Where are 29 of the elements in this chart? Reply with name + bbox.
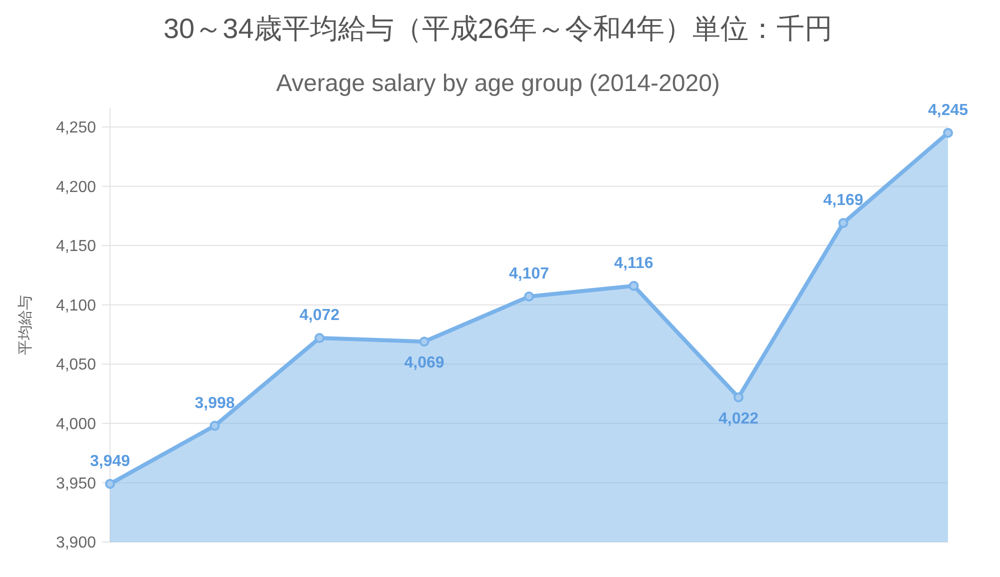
data-label: 4,116: [614, 254, 654, 272]
point: [838, 218, 848, 228]
data-label: 4,245: [928, 102, 968, 119]
data-label: 4,022: [718, 410, 759, 428]
y-tick-label: 4,050: [56, 356, 96, 374]
chart-subtitle: Average salary by age group (2014-2020): [276, 70, 720, 97]
data-label: 4,069: [404, 354, 444, 372]
y-tick-label: 4,000: [56, 416, 96, 434]
point: [628, 280, 639, 291]
point: [419, 336, 430, 347]
y-tick-label: 3,900: [56, 534, 96, 552]
y-tick-label: 4,250: [56, 120, 96, 137]
data-label: 3,998: [194, 394, 235, 412]
y-axis-title: 平均給与: [17, 295, 34, 355]
chart-title: 30～34歳平均給与（平成26年～令和4年）単位：千円: [163, 13, 833, 44]
point: [943, 128, 953, 138]
point: [734, 392, 744, 402]
y-tick-label: 4,100: [56, 297, 96, 314]
data-label: 4,107: [508, 266, 550, 283]
point: [105, 478, 115, 489]
data-label: 3,949: [90, 452, 130, 470]
point: [210, 420, 220, 431]
y-tick-label: 3,950: [56, 475, 96, 492]
y-tick-label: 4,200: [56, 178, 96, 196]
point: [524, 292, 534, 302]
data-label: 4,072: [299, 307, 340, 324]
y-tick-label: 4,150: [56, 238, 96, 256]
data-label: 4,169: [823, 192, 864, 210]
point: [314, 333, 324, 344]
